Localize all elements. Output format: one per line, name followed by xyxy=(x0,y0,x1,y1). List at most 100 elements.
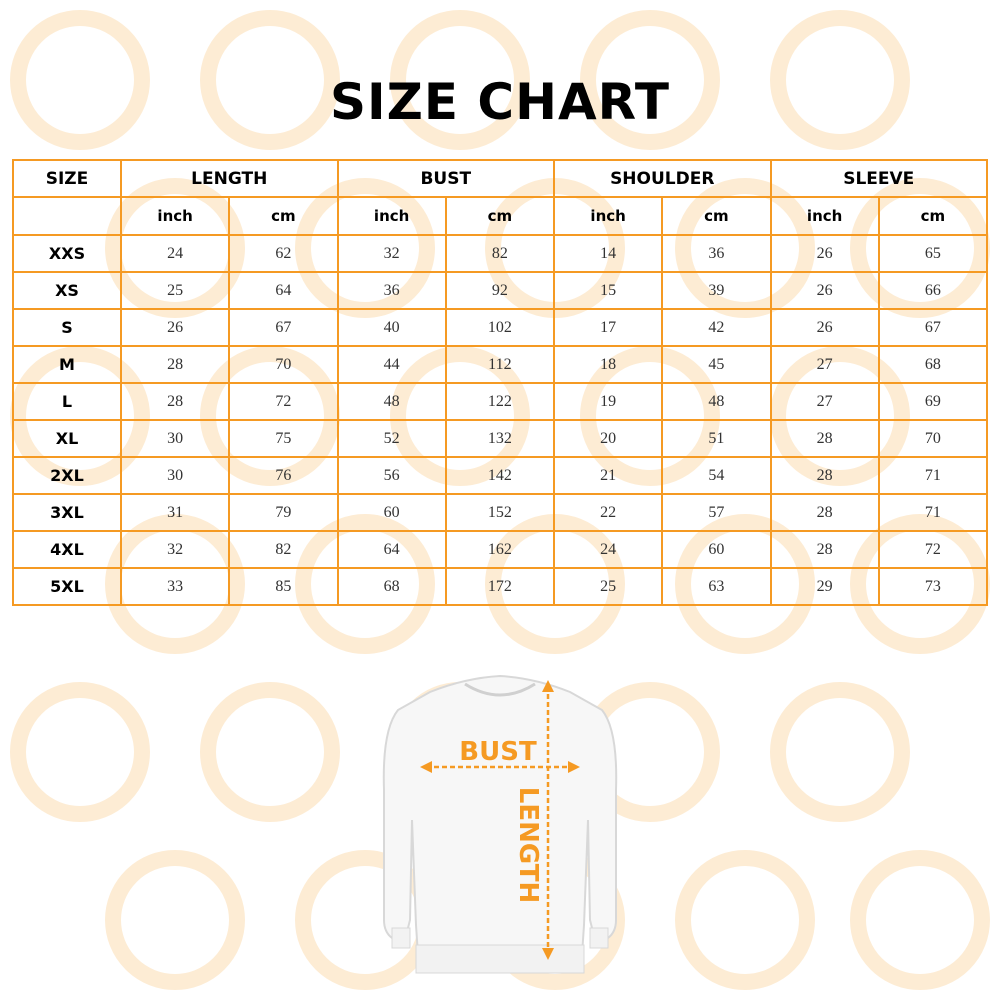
value-cell: 30 xyxy=(119,419,231,458)
unit-cm: cm xyxy=(877,196,989,236)
value-cell: 64 xyxy=(228,271,339,310)
value-cell: 26 xyxy=(769,271,880,310)
watermark-logo xyxy=(850,850,990,990)
value-cell: 66 xyxy=(877,271,989,310)
size-cell: 2XL xyxy=(12,456,122,495)
watermark-logo xyxy=(390,10,530,150)
value-cell: 54 xyxy=(661,456,772,495)
value-cell: 30 xyxy=(119,456,231,495)
size-cell: S xyxy=(12,308,122,347)
watermark-logo xyxy=(580,10,720,150)
value-cell: 26 xyxy=(769,308,880,347)
watermark-logo xyxy=(105,850,245,990)
value-cell: 28 xyxy=(119,382,231,421)
size-cell: 4XL xyxy=(12,530,122,569)
value-cell: 60 xyxy=(661,530,772,569)
value-cell: 152 xyxy=(444,493,556,532)
value-cell: 32 xyxy=(336,234,447,273)
value-cell: 17 xyxy=(552,308,664,347)
value-cell: 72 xyxy=(877,530,989,569)
value-cell: 68 xyxy=(877,345,989,384)
value-cell: 28 xyxy=(769,530,880,569)
value-cell: 72 xyxy=(228,382,339,421)
table-row: 4XL 32 82 64 162 24 60 28 72 xyxy=(12,530,989,569)
value-cell: 69 xyxy=(877,382,989,421)
size-header: SIZE xyxy=(12,159,122,198)
unit-cm: cm xyxy=(444,196,556,236)
value-cell: 63 xyxy=(661,567,772,606)
value-cell: 42 xyxy=(661,308,772,347)
value-cell: 24 xyxy=(119,234,231,273)
table-row: XS 25 64 36 92 15 39 26 66 xyxy=(12,271,989,310)
watermark-logo xyxy=(200,682,340,822)
unit-inch: inch xyxy=(119,196,231,236)
value-cell: 25 xyxy=(552,567,664,606)
sweater-illustration: BUST LENGTH xyxy=(382,674,618,974)
value-cell: 79 xyxy=(228,493,339,532)
value-cell: 92 xyxy=(444,271,556,310)
value-cell: 22 xyxy=(552,493,664,532)
value-cell: 26 xyxy=(119,308,231,347)
value-cell: 75 xyxy=(228,419,339,458)
value-cell: 70 xyxy=(228,345,339,384)
watermark-logo xyxy=(10,682,150,822)
value-cell: 25 xyxy=(119,271,231,310)
value-cell: 73 xyxy=(877,567,989,606)
value-cell: 28 xyxy=(769,493,880,532)
length-arrow xyxy=(542,680,554,960)
size-chart-table: SIZE LENGTH BUST SHOULDER SLEEVE inch cm… xyxy=(12,159,989,606)
value-cell: 67 xyxy=(877,308,989,347)
value-cell: 56 xyxy=(336,456,447,495)
bust-label: BUST xyxy=(459,737,537,767)
length-header: LENGTH xyxy=(120,159,339,198)
page-title: SIZE CHART xyxy=(329,73,671,131)
unit-cm: cm xyxy=(228,196,339,236)
size-cell: L xyxy=(12,382,122,421)
group-header-row: SIZE LENGTH BUST SHOULDER SLEEVE xyxy=(12,159,988,198)
value-cell: 29 xyxy=(769,567,880,606)
value-cell: 48 xyxy=(661,382,772,421)
value-cell: 26 xyxy=(769,234,880,273)
bust-header: BUST xyxy=(336,159,555,198)
table-row: XXS 24 62 32 82 14 36 26 65 xyxy=(12,234,989,273)
value-cell: 132 xyxy=(444,419,556,458)
value-cell: 21 xyxy=(552,456,664,495)
length-label: LENGTH xyxy=(513,787,543,903)
watermark-logo xyxy=(10,10,150,150)
size-cell: M xyxy=(12,345,122,384)
value-cell: 62 xyxy=(228,234,339,273)
value-cell: 20 xyxy=(552,419,664,458)
value-cell: 36 xyxy=(661,234,772,273)
size-cell: XXS xyxy=(12,234,122,273)
value-cell: 52 xyxy=(336,419,447,458)
unit-cm: cm xyxy=(661,196,772,236)
value-cell: 48 xyxy=(336,382,447,421)
value-cell: 122 xyxy=(444,382,556,421)
table-row: M 28 70 44 112 18 45 27 68 xyxy=(12,345,989,384)
value-cell: 44 xyxy=(336,345,447,384)
value-cell: 57 xyxy=(661,493,772,532)
table-row: XL 30 75 52 132 20 51 28 70 xyxy=(12,419,989,458)
value-cell: 45 xyxy=(661,345,772,384)
value-cell: 39 xyxy=(661,271,772,310)
value-cell: 85 xyxy=(228,567,339,606)
watermark-logo xyxy=(770,10,910,150)
value-cell: 14 xyxy=(552,234,664,273)
value-cell: 15 xyxy=(552,271,664,310)
size-cell: 5XL xyxy=(12,567,122,606)
size-cell: XL xyxy=(12,419,122,458)
value-cell: 71 xyxy=(877,493,989,532)
value-cell: 19 xyxy=(552,382,664,421)
value-cell: 68 xyxy=(336,567,447,606)
value-cell: 33 xyxy=(119,567,231,606)
value-cell: 18 xyxy=(552,345,664,384)
table-row: S 26 67 40 102 17 42 26 67 xyxy=(12,308,989,347)
value-cell: 112 xyxy=(444,345,556,384)
value-cell: 24 xyxy=(552,530,664,569)
value-cell: 82 xyxy=(444,234,556,273)
value-cell: 36 xyxy=(336,271,447,310)
value-cell: 65 xyxy=(877,234,989,273)
value-cell: 31 xyxy=(119,493,231,532)
value-cell: 162 xyxy=(444,530,556,569)
table-row: L 28 72 48 122 19 48 27 69 xyxy=(12,382,989,421)
